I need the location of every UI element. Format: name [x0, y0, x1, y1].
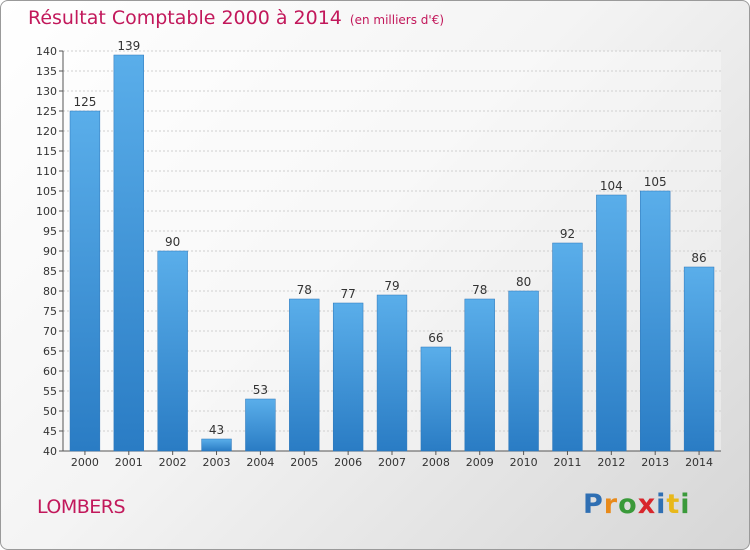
bar-2010 [508, 290, 539, 452]
y-tick-label: 40 [43, 445, 57, 458]
bar-2006 [332, 302, 364, 452]
x-tick-label: 2013 [641, 456, 669, 469]
bar-value-label: 79 [384, 279, 399, 293]
bar-value-label: 86 [691, 251, 706, 265]
y-tick-label: 105 [36, 185, 57, 198]
x-tick-label: 2005 [290, 456, 318, 469]
y-tick-label: 115 [36, 145, 57, 158]
bar-value-label: 66 [428, 331, 443, 345]
bar-value-label: 77 [340, 287, 355, 301]
y-tick-label: 75 [43, 305, 57, 318]
y-tick-label: 125 [36, 105, 57, 118]
bar-2011 [552, 242, 583, 452]
y-tick-label: 50 [43, 405, 57, 418]
logo-letter: P [583, 489, 604, 520]
x-tick-label: 2011 [553, 456, 581, 469]
y-tick-label: 130 [36, 85, 57, 98]
bar-value-label: 53 [253, 383, 268, 397]
y-tick-label: 80 [43, 285, 57, 298]
y-tick-label: 45 [43, 425, 57, 438]
bar-2008 [420, 346, 452, 452]
y-tick-label: 140 [36, 45, 57, 58]
bar-value-label: 104 [600, 179, 623, 193]
bar-2000 [69, 110, 101, 452]
bar-2009 [464, 298, 495, 452]
y-tick-label: 135 [36, 65, 57, 78]
x-tick-label: 2012 [597, 456, 625, 469]
y-tick-label: 120 [36, 125, 57, 138]
logo-letter: t [666, 489, 681, 520]
y-tick-label: 55 [43, 385, 57, 398]
bar-value-label: 90 [165, 235, 180, 249]
x-tick-label: 2007 [378, 456, 406, 469]
x-tick-label: 2001 [115, 456, 143, 469]
logo-letter: x [637, 489, 657, 520]
bar-2002 [157, 250, 188, 452]
bar-2012 [596, 194, 627, 452]
logo-letter: r [603, 489, 619, 520]
bar-value-label: 139 [117, 39, 140, 53]
x-tick-label: 2002 [159, 456, 187, 469]
title-unit: (en milliers d'€) [349, 13, 445, 27]
bar-value-label: 78 [472, 283, 487, 297]
bar-2003 [201, 438, 232, 452]
bar-2005 [289, 298, 320, 452]
bar-2007 [376, 294, 408, 452]
logo-letter: i [680, 489, 691, 520]
x-tick-label: 2003 [203, 456, 231, 469]
bar-value-label: 78 [297, 283, 312, 297]
x-tick-label: 2008 [422, 456, 450, 469]
chart-title: Résultat Comptable 2000 à 2014 (en millie… [28, 7, 444, 29]
x-tick-label: 2000 [71, 456, 99, 469]
y-tick-label: 85 [43, 265, 57, 278]
y-tick-label: 70 [43, 325, 57, 338]
x-tick-label: 2009 [466, 456, 494, 469]
logo-letter: o [618, 489, 638, 520]
x-tick-label: 2010 [510, 456, 538, 469]
y-tick-label: 65 [43, 345, 57, 358]
commune-name: LOMBERS [37, 496, 126, 518]
bar-2013 [640, 190, 671, 452]
y-tick-label: 90 [43, 245, 57, 258]
bar-2001 [113, 54, 144, 452]
title-text: Résultat Comptable 2000 à 2014 [28, 7, 342, 29]
logo-letter: i [656, 489, 667, 520]
bar-2014 [683, 266, 715, 452]
bar-value-label: 92 [560, 227, 575, 241]
bar-value-label: 125 [73, 95, 96, 109]
bar-value-label: 105 [644, 175, 667, 189]
proxiti-logo: Proxiti [583, 489, 691, 520]
x-tick-label: 2014 [685, 456, 713, 469]
y-tick-label: 95 [43, 225, 57, 238]
y-tick-label: 100 [36, 205, 57, 218]
bar-2004 [245, 398, 276, 452]
y-tick-label: 60 [43, 365, 57, 378]
bar-value-label: 43 [209, 423, 224, 437]
y-tick-label: 110 [36, 165, 57, 178]
x-tick-label: 2004 [246, 456, 274, 469]
bar-value-label: 80 [516, 275, 531, 289]
x-tick-label: 2006 [334, 456, 362, 469]
